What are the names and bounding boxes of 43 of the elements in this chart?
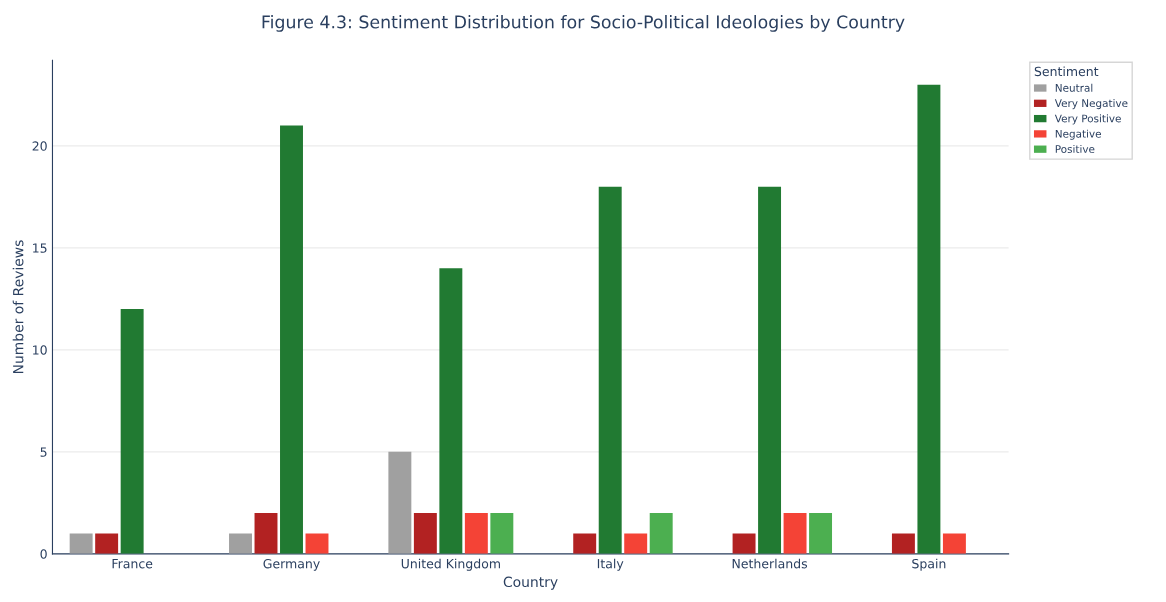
y-tick-label: 20 [32,141,47,151]
legend-label: Very Negative [1054,99,1128,110]
bar [624,533,648,554]
bar [758,186,782,554]
bar [891,533,915,554]
bar [388,451,412,554]
bar [280,125,303,554]
bar [439,268,463,554]
bar [254,513,278,554]
bar [305,533,329,554]
y-axis-title: Number of Reviews [12,240,24,374]
bar [942,533,966,554]
bar [490,513,514,554]
bar [573,533,597,554]
y-tick-label: 15 [33,243,47,253]
bar [649,513,673,554]
bar [229,533,252,554]
legend-label: Very Positive [1054,114,1121,125]
bar [783,513,807,554]
legend-label: Neutral [1055,83,1093,92]
x-tick-label: Spain [912,558,946,571]
x-tick-label: France [112,559,153,569]
x-tick-label: Netherlands [732,558,808,569]
bar [120,309,144,554]
y-tick-label: 0 [40,549,47,559]
legend-label: Positive [1055,144,1095,153]
bar [732,533,756,554]
bar [598,186,622,554]
x-tick-label: Italy [597,558,624,571]
bar [917,84,941,554]
x-tick-label: United Kingdom [401,558,500,571]
x-tick-label: Germany [263,558,320,571]
y-tick-label: 5 [40,447,47,457]
bar [95,533,119,554]
y-tick-label: 10 [33,345,47,355]
bar [809,513,833,554]
bar [69,533,93,554]
legend-label: Negative [1055,129,1101,140]
bar [464,513,488,554]
legend-title: Sentiment [1034,66,1099,77]
chart-title: Figure 4.3: Sentiment Distribution for Socio-Political Ideologies by Country [262,15,905,32]
x-axis-title: Country [503,576,558,590]
bar [413,513,437,554]
